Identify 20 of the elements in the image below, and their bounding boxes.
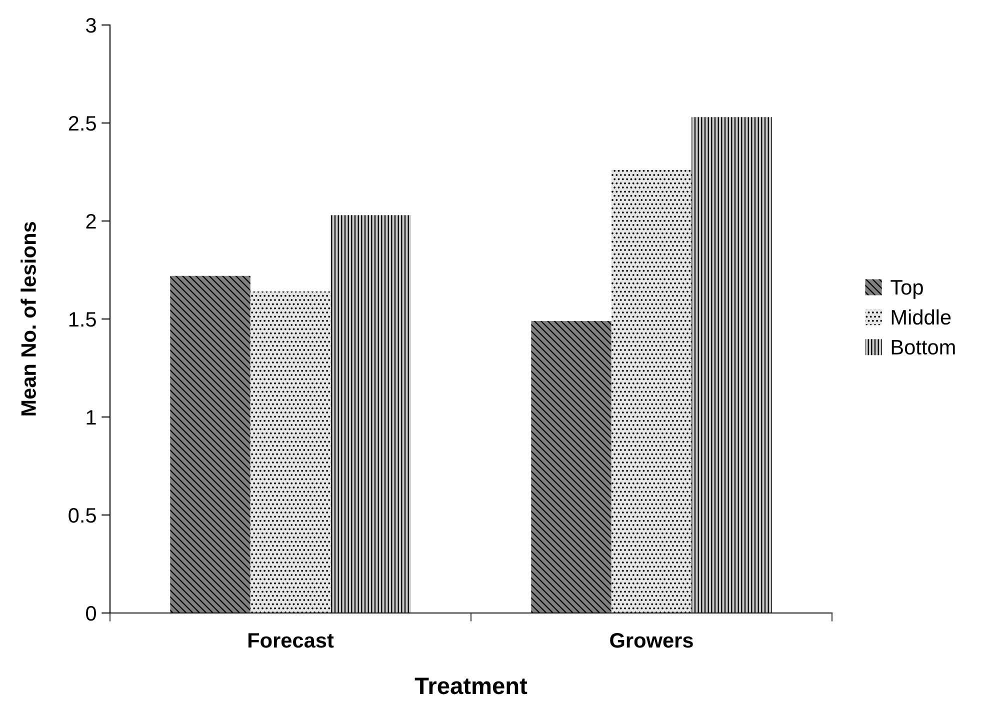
legend-label: Top — [890, 280, 923, 299]
bar — [250, 292, 331, 613]
y-tick-label: 3 — [86, 18, 96, 33]
y-axis-title: Mean No. of lesions — [20, 222, 36, 416]
bar — [692, 117, 772, 613]
y-tick-label: 2.5 — [68, 116, 96, 131]
bar — [170, 276, 250, 613]
x-tick-label: Growers — [610, 632, 693, 648]
bar — [611, 170, 692, 613]
y-tick-label: 0.5 — [68, 508, 96, 523]
y-tick-label: 2 — [86, 214, 96, 229]
y-tick-label: 1 — [86, 410, 96, 425]
x-tick-label: Forecast — [248, 633, 334, 648]
legend-label: Middle — [892, 309, 951, 325]
x-axis-title: Treatment — [414, 678, 528, 694]
bar — [531, 320, 612, 613]
y-tick-label: 1.5 — [69, 312, 96, 327]
bar — [330, 215, 411, 613]
legend-label: Bottom — [892, 340, 955, 355]
y-tick-label: 0 — [86, 606, 96, 621]
